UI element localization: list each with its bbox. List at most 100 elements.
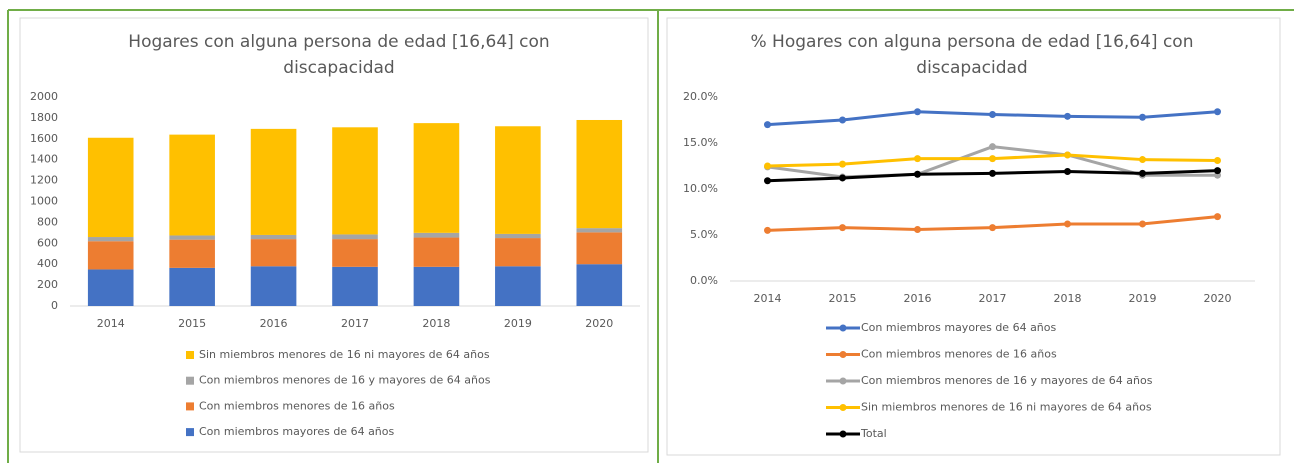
y-tick-label: 20.0% <box>683 90 718 103</box>
line-point <box>914 170 921 178</box>
y-tick-label: 1600 <box>30 132 58 145</box>
legend-swatch <box>839 430 847 438</box>
line-point <box>1139 156 1146 164</box>
chart-title: % Hogares con alguna persona de edad [16… <box>751 32 1194 78</box>
y-tick-label: 10.0% <box>683 182 718 195</box>
bar-segment <box>250 234 297 240</box>
bar-segment <box>87 237 134 242</box>
legend-swatch <box>186 428 194 437</box>
bar-segment <box>87 241 134 270</box>
x-tick-label: 2016 <box>904 292 932 305</box>
x-tick-label: 2014 <box>97 317 125 330</box>
bar-segment <box>169 134 215 236</box>
x-tick-label: 2015 <box>178 317 206 330</box>
y-tick-label: 200 <box>37 278 58 291</box>
y-tick-label: 800 <box>37 215 58 228</box>
bar-segment <box>332 234 378 240</box>
bar-segment <box>413 123 460 233</box>
line-point <box>1064 151 1071 159</box>
bar-segment <box>495 266 541 306</box>
line-point <box>1139 113 1146 121</box>
bar-segment <box>413 237 460 267</box>
line-point <box>1064 220 1071 228</box>
bar-segment <box>576 264 623 306</box>
bar-segment <box>413 266 460 306</box>
legend-label: Sin miembros menores de 16 ni mayores de… <box>861 401 1152 414</box>
x-tick-label: 2017 <box>979 292 1007 305</box>
x-tick-label: 2019 <box>504 317 532 330</box>
line-point <box>914 155 921 163</box>
line-point <box>839 224 846 232</box>
line-point <box>989 224 996 232</box>
line-point <box>989 155 996 163</box>
legend-swatch <box>186 376 194 385</box>
legend-swatch <box>839 324 847 332</box>
x-tick-label: 2019 <box>1129 292 1157 305</box>
bar-segment <box>250 239 297 267</box>
y-tick-label: 0.0% <box>690 274 718 287</box>
line-point <box>1214 213 1221 221</box>
line-point <box>989 169 996 177</box>
line-point <box>764 226 771 234</box>
y-tick-label: 1200 <box>30 174 58 187</box>
line-point <box>839 116 846 124</box>
legend-label: Con miembros menores de 16 años <box>861 348 1057 361</box>
legend-label: Con miembros menores de 16 años <box>199 399 395 412</box>
legend-swatch <box>839 351 847 358</box>
y-tick-label: 400 <box>37 257 58 270</box>
line-point <box>914 108 921 116</box>
y-tick-label: 1000 <box>30 195 58 208</box>
legend-label: Sin miembros menores de 16 ni mayores de… <box>199 348 490 361</box>
bar-segment <box>495 238 541 267</box>
legend-label: Con miembros mayores de 64 años <box>199 425 395 438</box>
line-point <box>1064 112 1071 120</box>
y-tick-label: 600 <box>37 236 58 249</box>
bar-segment <box>169 235 215 240</box>
line-point <box>1064 168 1071 176</box>
bar-segment <box>332 127 378 235</box>
x-tick-label: 2020 <box>1204 292 1232 305</box>
line-point <box>1214 108 1221 116</box>
bar-segment <box>250 266 297 306</box>
legend-swatch <box>186 351 194 359</box>
y-tick-label: 0 <box>51 299 58 312</box>
bar-segment <box>87 137 134 238</box>
line-point <box>989 110 996 118</box>
legend-label: Total <box>860 427 887 440</box>
x-tick-label: 2018 <box>1054 292 1082 305</box>
y-tick-label: 1800 <box>30 111 58 124</box>
bar-segment <box>87 269 134 306</box>
x-tick-label: 2015 <box>829 292 857 305</box>
x-tick-label: 2016 <box>260 317 288 330</box>
line-point <box>764 162 771 170</box>
x-tick-label: 2020 <box>585 317 613 330</box>
line-point <box>914 225 921 233</box>
y-tick-label: 1400 <box>30 153 58 166</box>
line-point <box>1214 167 1221 175</box>
legend-swatch <box>839 404 847 411</box>
chart-title: Hogares con alguna persona de edad [16,6… <box>128 32 549 78</box>
line-point <box>1214 156 1221 164</box>
bar-segment <box>576 228 623 233</box>
bar-segment <box>169 239 215 268</box>
y-tick-label: 5.0% <box>690 228 718 241</box>
y-tick-label: 2000 <box>30 90 58 103</box>
line-point <box>764 121 771 129</box>
line-point <box>839 174 846 182</box>
bar-segment <box>495 233 541 239</box>
legend-label: Con miembros menores de 16 y mayores de … <box>199 374 491 387</box>
bar-segment <box>250 128 297 235</box>
bar-segment <box>413 232 460 238</box>
line-point <box>989 143 996 151</box>
line-point <box>1139 169 1146 177</box>
bar-segment <box>495 126 541 234</box>
legend-label: Con miembros mayores de 64 años <box>861 321 1057 334</box>
line-point <box>839 160 846 168</box>
bar-segment <box>169 267 215 306</box>
x-tick-label: 2017 <box>341 317 369 330</box>
bar-segment <box>332 266 378 306</box>
legend-swatch <box>186 402 194 411</box>
bar-segment <box>576 232 623 265</box>
x-tick-label: 2014 <box>754 292 782 305</box>
